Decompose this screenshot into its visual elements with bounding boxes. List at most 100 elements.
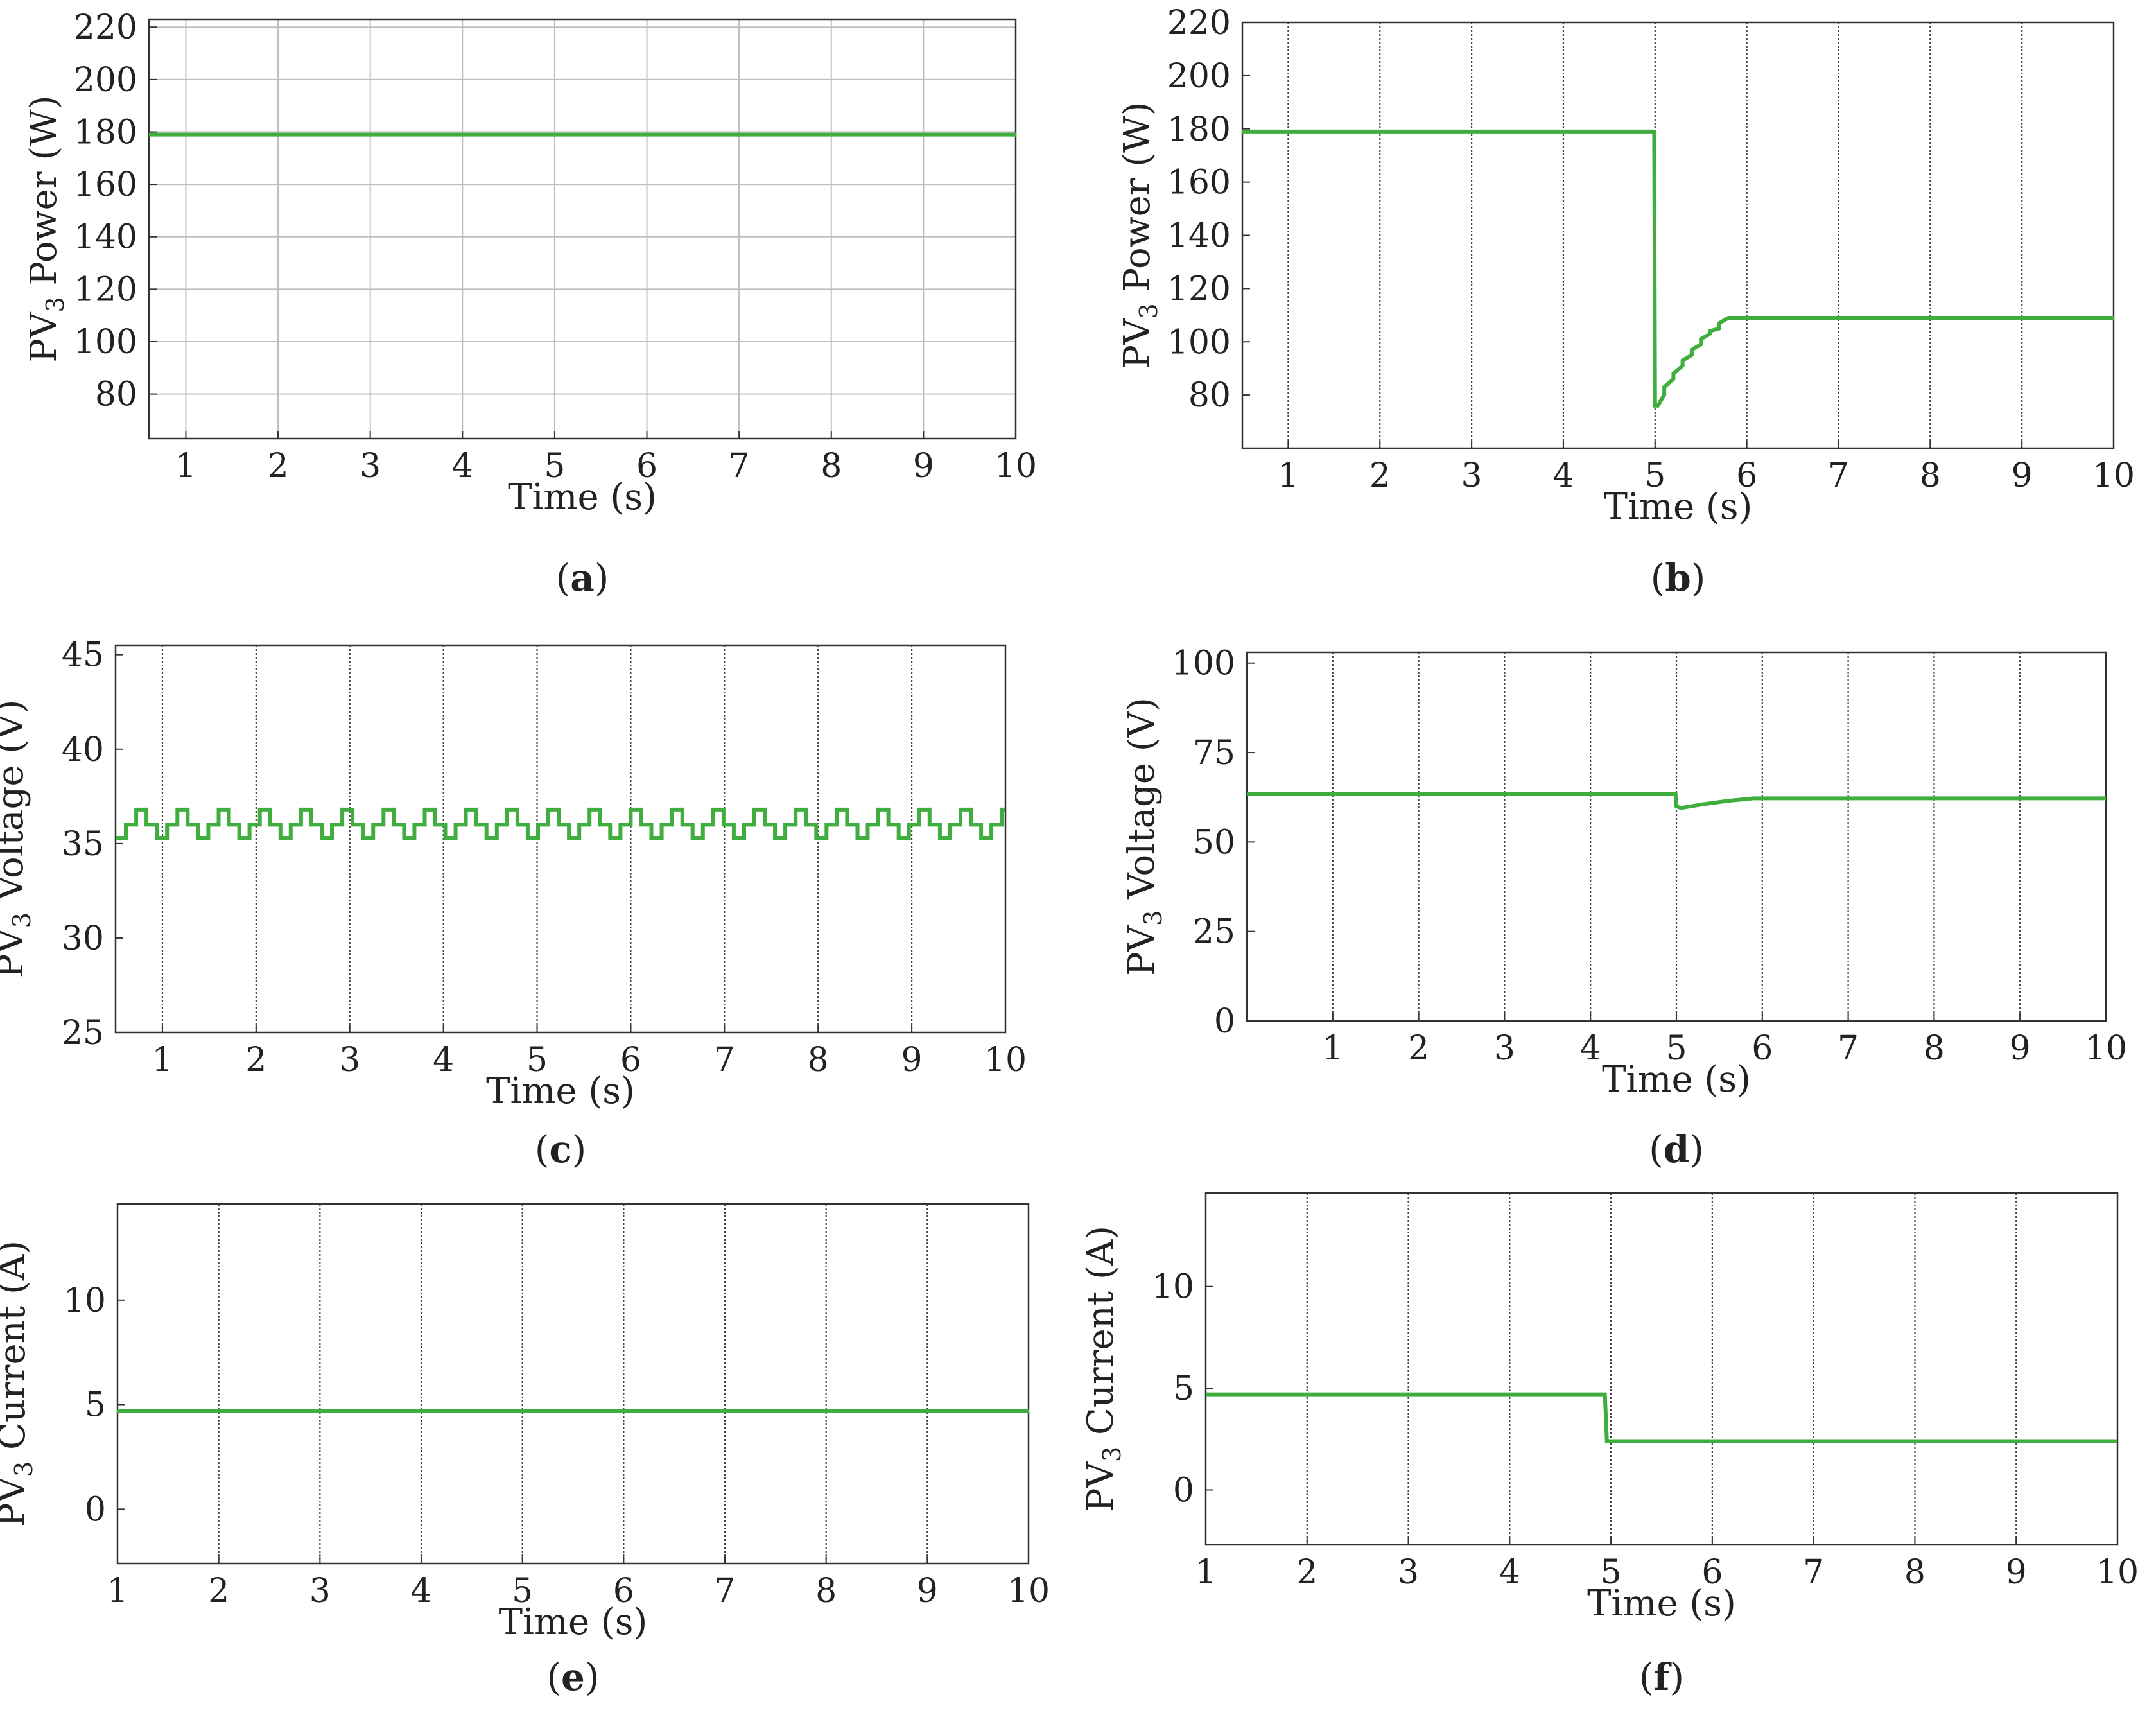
panel-a-ytick-label: 160 — [74, 166, 137, 204]
panel-f-ytick-label: 10 — [1152, 1268, 1194, 1307]
panel-e-caption: (e) — [546, 1655, 599, 1699]
panel-f-xtick-label: 6 — [1701, 1553, 1723, 1592]
panel-c-ylabel-suffix: Voltage (V) — [0, 700, 31, 913]
panel-c-ylabel-prefix: PV — [0, 927, 31, 979]
panel-b-ytick-label: 220 — [1167, 4, 1231, 42]
panel-a-xtick-label: 7 — [729, 447, 750, 485]
panel-e-xtick-label: 6 — [613, 1572, 634, 1610]
panel-b-axes-box — [1241, 21, 2115, 449]
panel-e-axes-box — [116, 1203, 1030, 1565]
panel-f-ylabel-prefix: PV — [1080, 1461, 1122, 1512]
panel-f-xtick-label: 4 — [1499, 1553, 1520, 1592]
panel-c-xtick-label: 7 — [714, 1041, 735, 1079]
panel-e-ylabel: PV3 Current (A) — [0, 1241, 38, 1527]
panel-a-ytick-label: 80 — [95, 376, 137, 414]
panel-a-ylabel-suffix: Power (W) — [23, 95, 65, 297]
panel-e-xtick-label: 10 — [1007, 1572, 1050, 1610]
panel-c-ytick-label: 30 — [62, 919, 104, 958]
panel-b-ytick-label: 180 — [1167, 110, 1231, 149]
panel-c-ytick-label: 45 — [62, 636, 104, 675]
panel-b-xtick-label: 1 — [1278, 457, 1299, 495]
panel-a-xtick-label: 4 — [452, 447, 473, 485]
panel-a-ytick-label: 120 — [74, 270, 137, 309]
panel-b-series-line — [1242, 129, 2114, 408]
panel-a-ylabel-sub: 3 — [41, 297, 69, 312]
panel-f-axes-box — [1204, 1192, 2119, 1546]
panel-a-ytick-label: 220 — [74, 8, 137, 47]
panel-b-xtick-label: 7 — [1828, 457, 1849, 495]
panel-b-xtick-label: 2 — [1369, 457, 1391, 495]
panel-f-xtick-label: 5 — [1601, 1553, 1622, 1592]
panel-a-xtick-label: 2 — [268, 447, 289, 485]
panel-f-xtick-label: 3 — [1398, 1553, 1419, 1592]
panel-b-ytick-label: 160 — [1167, 164, 1231, 202]
panel-c-series-line — [116, 807, 1005, 840]
panel-e-caption-close: ) — [585, 1655, 600, 1699]
panel-c-xtick-label: 8 — [808, 1041, 829, 1079]
panel-b-ylabel-suffix: Power (W) — [1117, 101, 1158, 303]
panel-b-ylabel: PV3 Power (W) — [1117, 101, 1163, 369]
panel-d-xtick-label: 10 — [2085, 1029, 2127, 1068]
panel-b-xlabel: Time (s) — [1604, 486, 1753, 528]
panel-d-xtick-label: 1 — [1322, 1029, 1343, 1068]
panel-f-caption-close: ) — [1669, 1655, 1684, 1699]
panel-a-caption-close: ) — [595, 556, 609, 600]
panel-f-ytick-label: 0 — [1173, 1471, 1194, 1510]
panel-a-caption-letter: a — [570, 556, 595, 600]
panel-e-xtick-label: 3 — [309, 1572, 331, 1610]
panel-c-xtick-label: 3 — [339, 1041, 360, 1079]
panel-d-xtick-label: 7 — [1838, 1029, 1859, 1068]
panel-f-caption: (f) — [1639, 1655, 1684, 1699]
panel-c-xtick-label: 1 — [152, 1041, 173, 1079]
panel-a-xtick-label: 5 — [544, 447, 565, 485]
panel-d-xtick-label: 5 — [1665, 1029, 1687, 1068]
panel-c-xtick-label: 4 — [433, 1041, 454, 1079]
panel-e-ylabel-sub: 3 — [10, 1461, 38, 1477]
panel-b: 1 2 3 4 5 6 7 8 9 10 80 100 120 140 160 180 200 220 Time (… — [1117, 4, 2135, 600]
panel-f-xtick-label: 9 — [2006, 1553, 2027, 1592]
panel-f-caption-letter: f — [1654, 1655, 1673, 1699]
panel-d-xtick-label: 6 — [1752, 1029, 1773, 1068]
panel-d-ytick-label: 100 — [1172, 645, 1235, 683]
panel-c-caption-close: ) — [572, 1127, 587, 1171]
panel-b-ytick-label: 80 — [1188, 376, 1231, 415]
panel-f-xtick-label: 7 — [1803, 1553, 1824, 1592]
panel-a-ytick-label: 200 — [74, 61, 137, 100]
panel-c-xtick-label: 10 — [984, 1041, 1027, 1079]
panel-e-xtick-label: 4 — [410, 1572, 431, 1610]
panel-f-xtick-label: 10 — [2096, 1553, 2139, 1592]
panel-c-xtick-label: 2 — [245, 1041, 266, 1079]
panel-c-xlabel: Time (s) — [486, 1070, 635, 1112]
panel-f-ytick-label: 5 — [1173, 1370, 1194, 1408]
panel-f-xlabel: Time (s) — [1587, 1583, 1736, 1624]
panel-e-xtick-label: 9 — [917, 1572, 938, 1610]
panel-b-xtick-label: 8 — [1920, 457, 1941, 495]
panel-a-xtick-label: 1 — [175, 447, 196, 485]
panel-e-xtick-label: 2 — [208, 1572, 229, 1610]
panel-c-ytick-label: 40 — [62, 731, 104, 769]
panel-d-xlabel: Time (s) — [1602, 1059, 1751, 1101]
panel-d-xtick-label: 9 — [2010, 1029, 2031, 1068]
panel-c-xtick-label: 9 — [901, 1041, 923, 1079]
panel-c-xtick-label: 6 — [620, 1041, 641, 1079]
panel-e-ylabel-prefix: PV — [0, 1476, 33, 1527]
panel-d-xtick-label: 2 — [1408, 1029, 1429, 1068]
panel-a-xtick-label: 9 — [913, 447, 934, 485]
panel-d-caption-letter: d — [1664, 1127, 1690, 1171]
panel-a-ytick-label: 100 — [74, 323, 137, 361]
panel-a-ylabel-prefix: PV — [23, 311, 65, 363]
panel-f-xtick-label: 8 — [1904, 1553, 1926, 1592]
panel-d-caption-open: ( — [1649, 1127, 1664, 1171]
panel-c-ytick-label: 35 — [62, 825, 104, 864]
panel-a-ylabel: PV3 Power (W) — [23, 95, 69, 362]
panel-c-ylabel-sub: 3 — [8, 912, 36, 928]
panel-d-ytick-label: 0 — [1214, 1002, 1235, 1041]
panel-d-ylabel: PV3 Voltage (V) — [1121, 697, 1167, 976]
panel-e-xtick-label: 5 — [512, 1572, 533, 1610]
panel-e-ylabel-suffix: Current (A) — [0, 1241, 33, 1461]
panel-d-ytick-label: 50 — [1193, 823, 1235, 862]
